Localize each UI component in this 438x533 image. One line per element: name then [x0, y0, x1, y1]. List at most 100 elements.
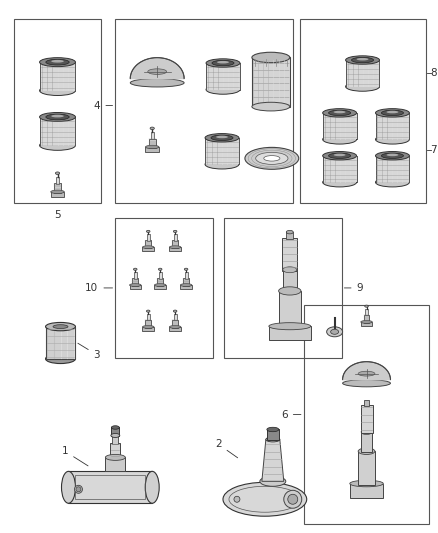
Ellipse shape [334, 111, 346, 114]
Ellipse shape [206, 59, 240, 67]
Bar [145, 147, 159, 152]
Ellipse shape [381, 153, 403, 158]
Bar [269, 326, 311, 341]
Bar [111, 427, 119, 437]
Ellipse shape [142, 246, 154, 248]
Text: 3: 3 [78, 343, 100, 360]
Bar [39, 62, 75, 91]
Bar [360, 405, 372, 433]
Ellipse shape [51, 115, 64, 117]
Ellipse shape [46, 114, 69, 120]
Text: 5: 5 [54, 210, 61, 220]
Ellipse shape [358, 448, 375, 455]
Text: 8: 8 [430, 68, 437, 78]
Bar [159, 272, 162, 279]
Ellipse shape [184, 268, 188, 270]
Bar [170, 327, 181, 331]
Ellipse shape [284, 490, 302, 508]
Bar [54, 183, 61, 193]
Ellipse shape [352, 58, 374, 63]
Bar [346, 60, 379, 86]
Bar [364, 400, 369, 406]
Bar [130, 285, 141, 289]
Ellipse shape [53, 325, 68, 328]
Ellipse shape [217, 61, 229, 63]
Bar [110, 443, 120, 458]
Ellipse shape [155, 284, 166, 287]
Ellipse shape [130, 284, 141, 287]
Bar [56, 176, 59, 184]
Bar [206, 63, 240, 90]
Ellipse shape [150, 127, 154, 130]
Ellipse shape [283, 267, 297, 273]
Ellipse shape [361, 429, 372, 434]
Ellipse shape [205, 160, 239, 169]
Ellipse shape [350, 480, 383, 487]
Ellipse shape [346, 82, 379, 91]
Bar [283, 270, 297, 292]
Ellipse shape [39, 112, 75, 122]
Polygon shape [343, 362, 390, 379]
Ellipse shape [111, 433, 120, 438]
Ellipse shape [252, 52, 290, 63]
Bar [115, 19, 293, 203]
Bar [14, 19, 101, 203]
Bar [300, 19, 426, 203]
Ellipse shape [170, 246, 181, 248]
Ellipse shape [381, 110, 403, 116]
Bar [361, 322, 372, 326]
Ellipse shape [327, 327, 343, 337]
Ellipse shape [323, 177, 357, 187]
Ellipse shape [145, 146, 159, 149]
Ellipse shape [234, 496, 240, 502]
Ellipse shape [375, 109, 410, 117]
Ellipse shape [39, 58, 75, 67]
Bar [375, 156, 410, 182]
Polygon shape [130, 58, 184, 78]
Ellipse shape [39, 141, 75, 150]
Bar [149, 139, 155, 148]
Ellipse shape [260, 477, 286, 486]
Ellipse shape [386, 111, 399, 114]
Bar [157, 278, 163, 286]
Text: 1: 1 [62, 447, 88, 466]
Bar [365, 309, 368, 316]
Bar [132, 278, 138, 286]
Bar [267, 430, 279, 440]
Ellipse shape [216, 136, 228, 138]
Bar [145, 240, 151, 248]
Ellipse shape [134, 268, 137, 270]
Bar [142, 247, 154, 252]
Bar [115, 218, 213, 358]
Bar [350, 483, 383, 497]
Ellipse shape [365, 305, 368, 307]
Ellipse shape [323, 135, 357, 144]
Ellipse shape [148, 69, 166, 75]
Ellipse shape [159, 268, 162, 270]
Bar [252, 58, 290, 107]
Bar [112, 435, 118, 445]
Ellipse shape [46, 59, 69, 65]
Ellipse shape [74, 486, 82, 493]
Bar [224, 218, 342, 358]
Bar [183, 278, 189, 286]
Bar [364, 315, 369, 322]
Bar [170, 247, 181, 252]
Ellipse shape [256, 152, 288, 164]
Ellipse shape [334, 154, 346, 156]
Ellipse shape [252, 102, 290, 111]
Ellipse shape [51, 190, 64, 193]
Text: 4: 4 [94, 101, 113, 110]
Ellipse shape [375, 151, 410, 160]
Ellipse shape [170, 326, 181, 328]
Bar [279, 291, 301, 327]
Ellipse shape [323, 151, 357, 160]
Text: 2: 2 [215, 439, 238, 458]
Bar [375, 113, 410, 140]
Text: 6: 6 [281, 409, 301, 419]
Ellipse shape [288, 494, 298, 504]
Ellipse shape [76, 487, 81, 492]
Text: 7: 7 [430, 146, 437, 155]
Ellipse shape [206, 85, 240, 94]
Bar [106, 457, 125, 471]
